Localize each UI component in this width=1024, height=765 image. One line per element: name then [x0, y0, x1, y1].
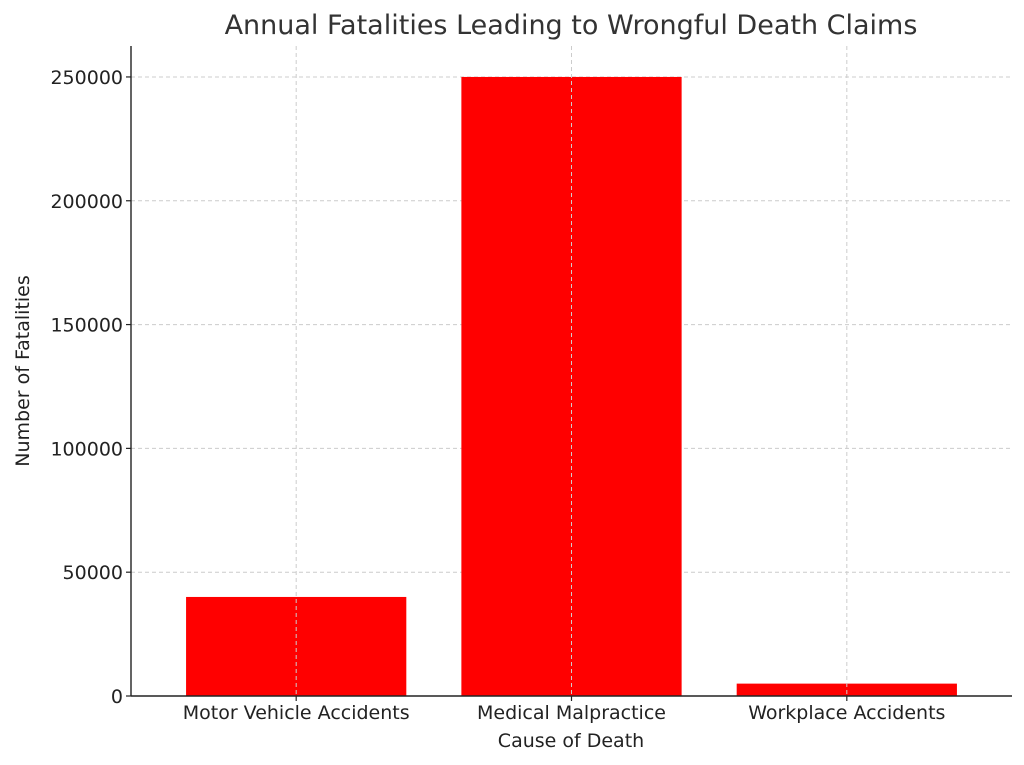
- y-tick-label: 200000: [50, 191, 123, 213]
- x-tick-labels: Motor Vehicle Accidents Medical Malpracti…: [183, 696, 945, 724]
- bar: [186, 596, 407, 696]
- chart-title: Annual Fatalities Leading to Wrongful De…: [225, 10, 918, 41]
- y-tick-label: 150000: [50, 315, 123, 337]
- bar: [736, 683, 957, 696]
- x-axis-label: Cause of Death: [498, 730, 644, 752]
- bar: [461, 76, 682, 696]
- y-tick-label: 100000: [50, 438, 123, 460]
- x-tick-label: Medical Malpractice: [477, 702, 666, 724]
- x-tick-label: Workplace Accidents: [748, 702, 945, 724]
- vertical-grid-lines: [295, 46, 848, 696]
- y-tick-label: 0: [111, 686, 123, 708]
- bars: [186, 76, 957, 696]
- y-tick-labels: 0 50000 100000 150000 200000 250000: [50, 67, 131, 708]
- x-tick-label: Motor Vehicle Accidents: [183, 702, 410, 724]
- y-tick-label: 250000: [50, 67, 123, 89]
- y-tick-label: 50000: [63, 562, 123, 584]
- y-axis-label: Number of Fatalities: [12, 275, 34, 467]
